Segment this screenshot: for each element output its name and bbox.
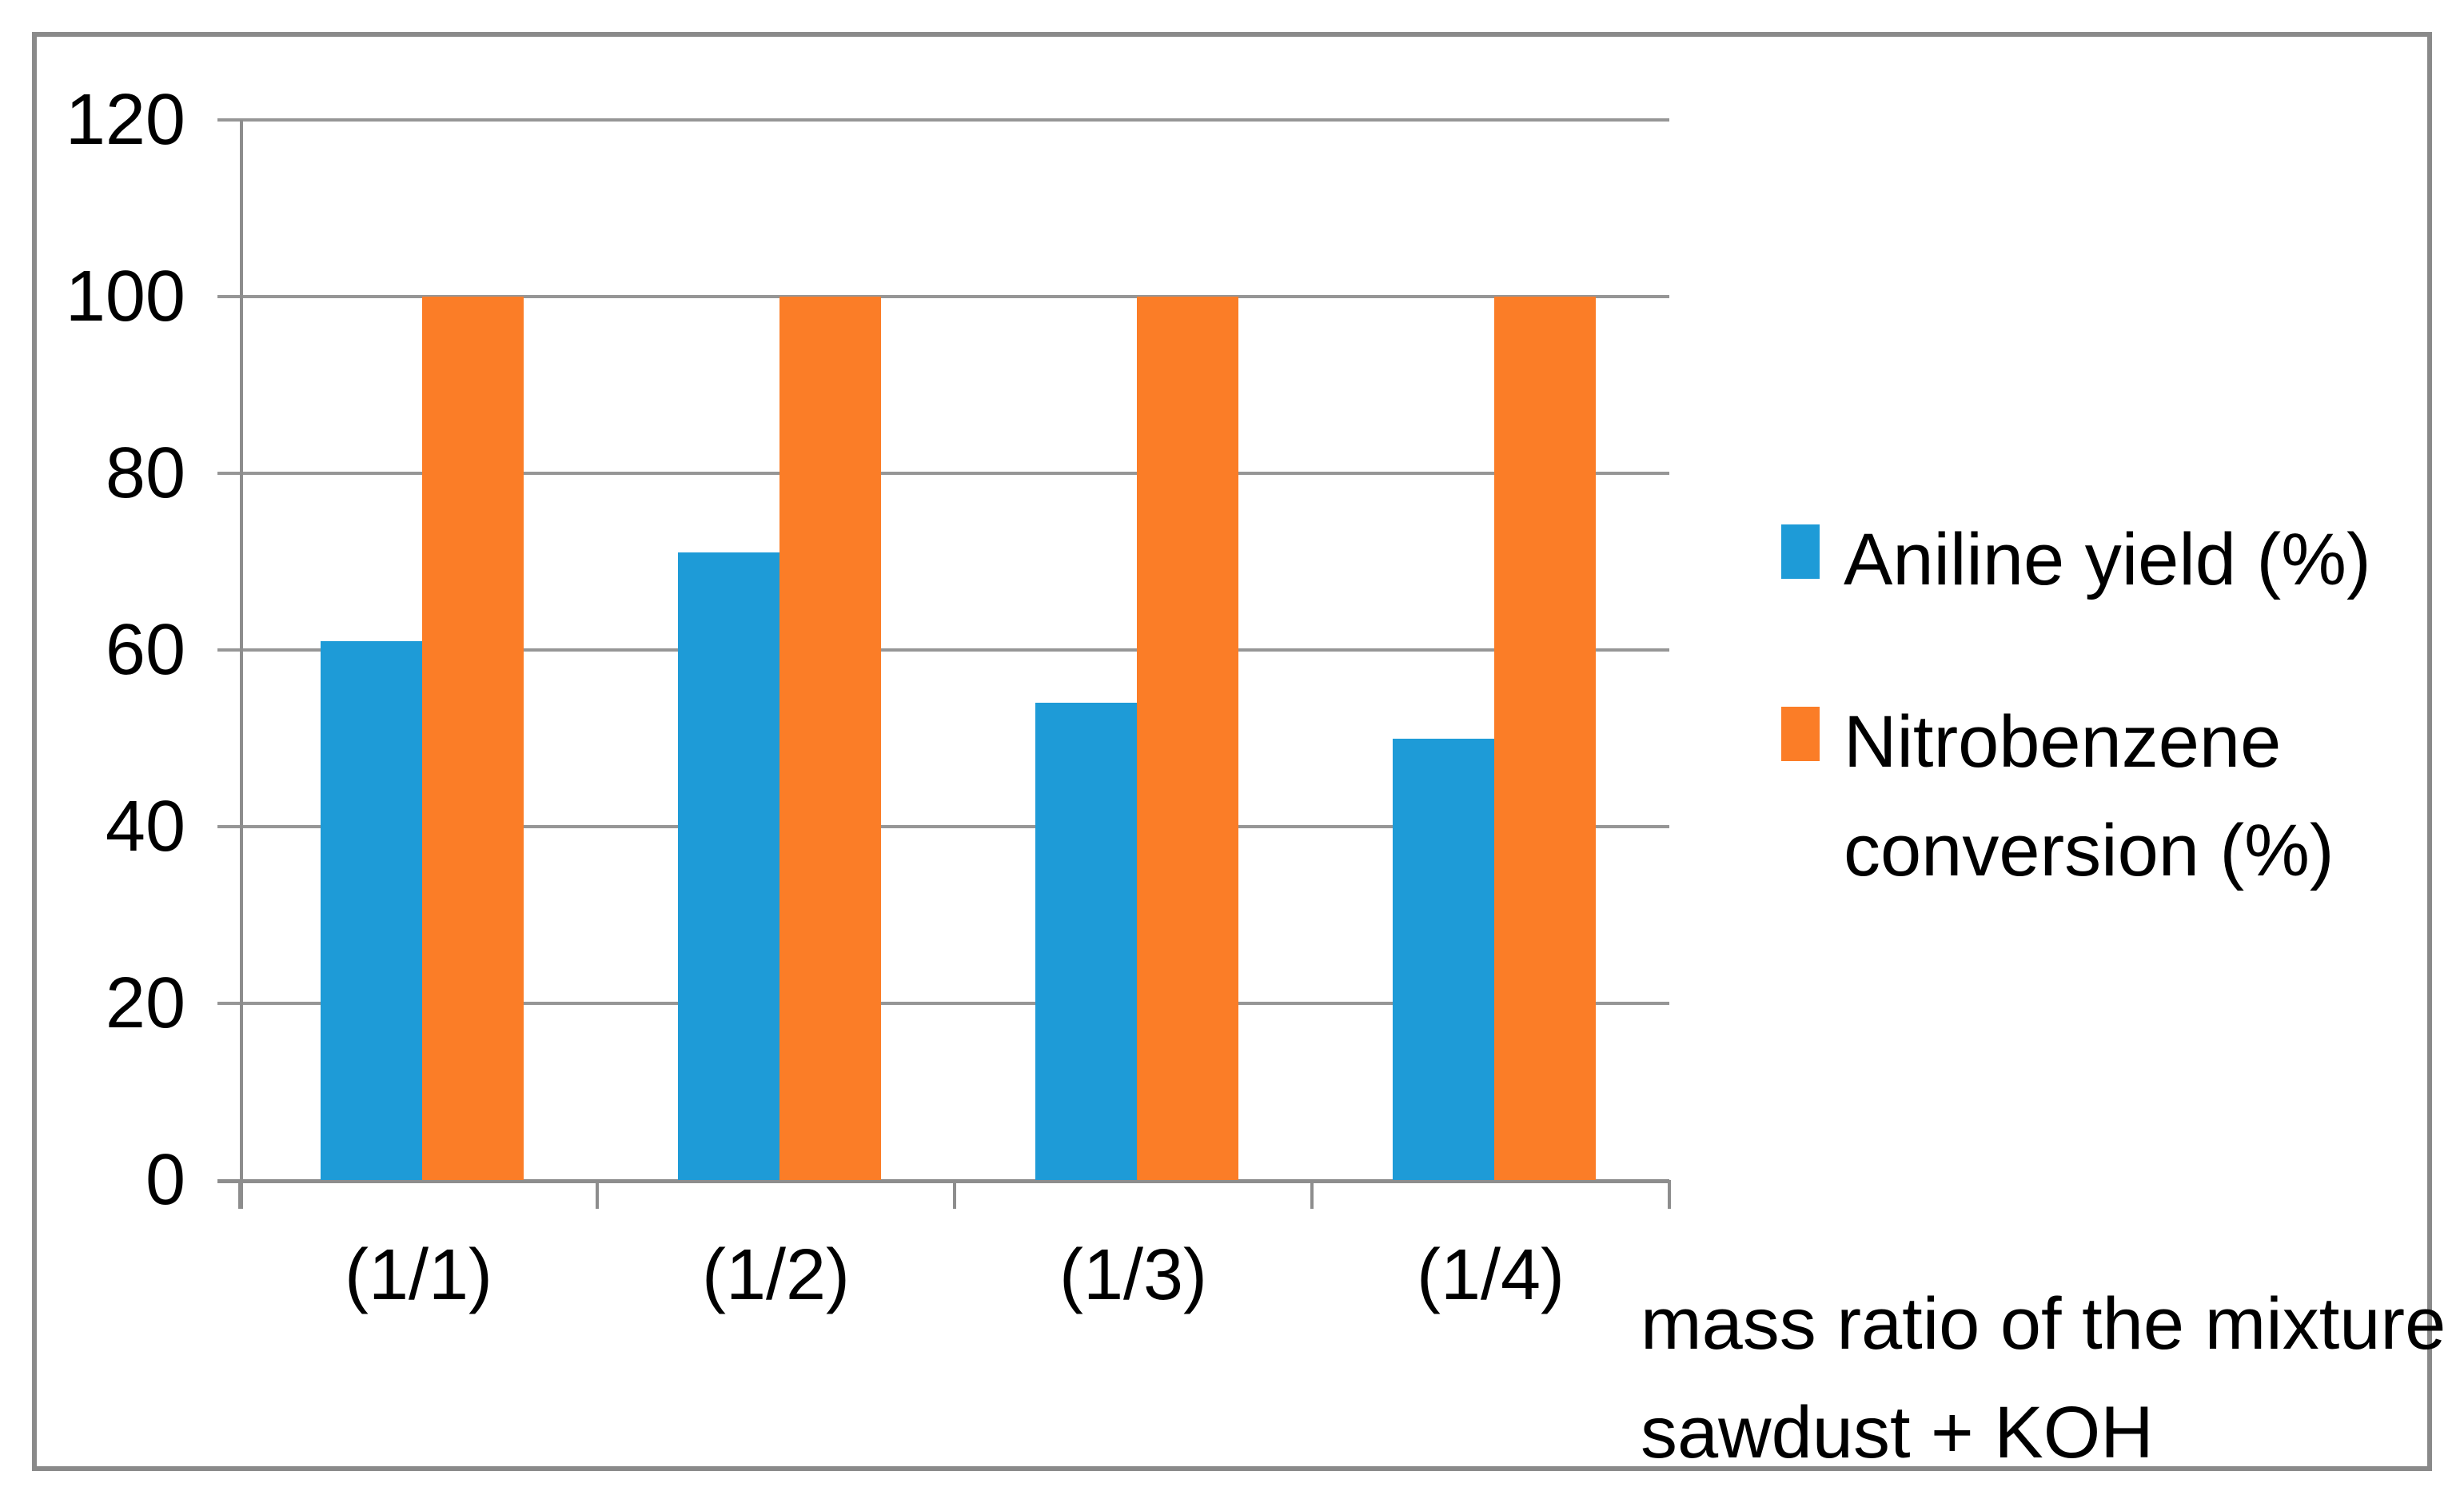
legend-swatch-icon [1781,707,1820,761]
bar-aniline-yield-(1/1) [321,640,422,1180]
x-axis-tick [953,1180,956,1209]
bar-aniline-yield-(1/3) [1035,703,1137,1180]
x-axis-tick [596,1180,599,1209]
bar-nitrobenzene-conversion-(1/4) [1494,297,1596,1180]
x-axis-tick [1310,1180,1314,1209]
legend-label: Nitrobenzene conversion (%) [1844,701,2334,891]
legend-swatch-icon [1781,524,1820,579]
x-category-label: (1/1) [344,1235,493,1315]
x-category-label: (1/2) [701,1235,851,1315]
x-axis-tick [1668,1180,1671,1209]
y-tick-label: 60 [105,610,185,690]
gridline-y-100 [217,295,1669,298]
y-tick-label: 100 [65,257,185,337]
y-tick-label: 40 [105,787,185,867]
x-axis-title: mass ratio of the mixture sawdust + KOH [1641,1283,2446,1473]
gridline-y-20 [217,1002,1669,1005]
y-tick-label: 20 [105,963,185,1043]
gridline-y-120 [217,118,1669,122]
bar-nitrobenzene-conversion-(1/1) [422,297,524,1180]
x-axis-tick [238,1180,241,1209]
y-axis-line [240,120,243,1209]
bar-aniline-yield-(1/4) [1393,738,1494,1180]
y-tick-label: 80 [105,433,185,513]
x-axis-line [217,1179,1669,1183]
gridline-y-60 [217,648,1669,652]
gridline-y-40 [217,825,1669,828]
bar-aniline-yield-(1/2) [678,552,779,1180]
gridline-y-80 [217,472,1669,475]
y-tick-label: 0 [145,1140,185,1220]
legend-item-aniline-yield: Aniline yield (%) [1781,505,2371,614]
legend-item-nitrobenzene-conversion: Nitrobenzene conversion (%) [1781,688,2403,905]
x-category-label: (1/3) [1059,1235,1208,1315]
y-tick-label: 120 [65,80,185,160]
x-category-label: (1/4) [1416,1235,1565,1315]
legend-label: Aniline yield (%) [1844,519,2371,600]
bar-nitrobenzene-conversion-(1/2) [779,297,881,1180]
bar-nitrobenzene-conversion-(1/3) [1137,297,1238,1180]
